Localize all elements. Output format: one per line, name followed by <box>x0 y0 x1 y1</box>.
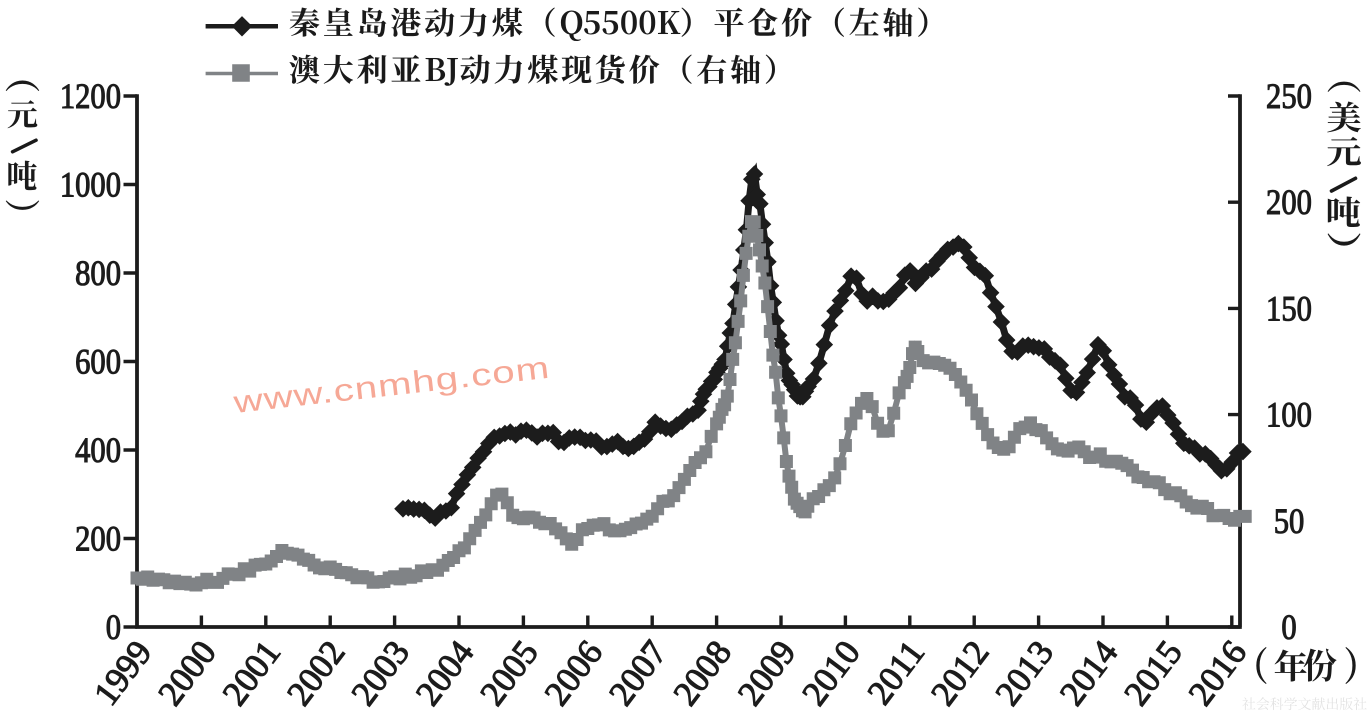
svg-text:250: 250 <box>1266 77 1312 117</box>
svg-text:1000: 1000 <box>60 165 121 205</box>
svg-text:1200: 1200 <box>60 77 121 117</box>
svg-text:50: 50 <box>1274 502 1305 542</box>
svg-text:800: 800 <box>75 254 121 294</box>
svg-text:150: 150 <box>1266 289 1312 329</box>
svg-text:0: 0 <box>106 608 121 648</box>
svg-text:0: 0 <box>1281 608 1296 648</box>
svg-text:600: 600 <box>75 342 121 382</box>
svg-text:100: 100 <box>1266 395 1312 435</box>
svg-text:200: 200 <box>75 519 121 559</box>
svg-text:400: 400 <box>75 431 121 471</box>
svg-text:200: 200 <box>1266 183 1312 223</box>
